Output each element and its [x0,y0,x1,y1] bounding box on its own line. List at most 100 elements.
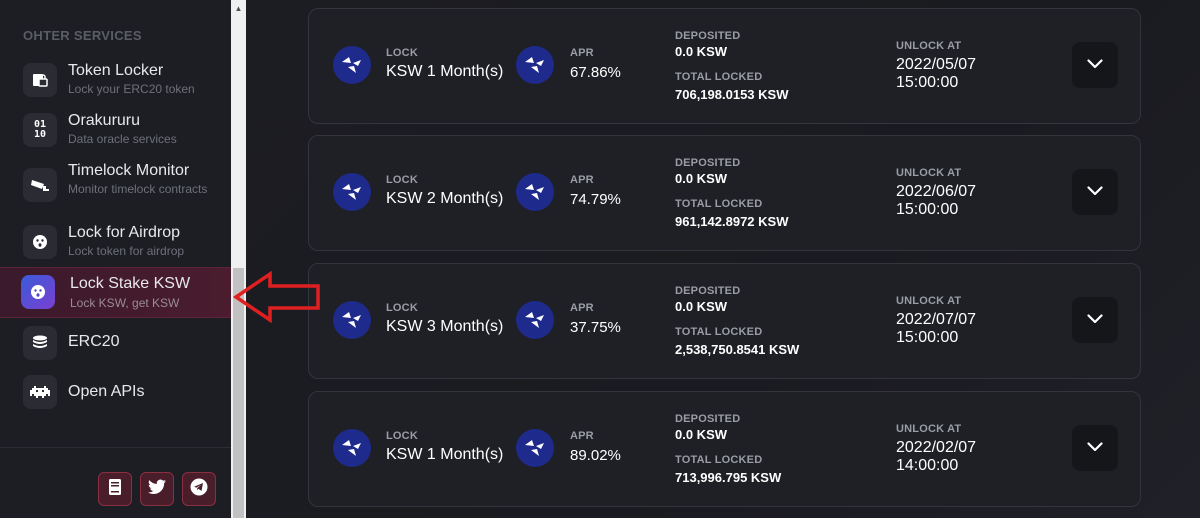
chevron-down-icon [1087,183,1103,201]
deposited-label: DEPOSITED [675,413,741,425]
deposited-label: DEPOSITED [675,30,741,42]
cctv-camera-icon [23,168,57,202]
telegram-icon [190,478,208,501]
twitter-button[interactable] [140,472,174,506]
apr-label: APR [570,174,594,186]
unlock-date: 2022/07/07 [896,311,977,328]
ksw-logo-icon [516,46,554,84]
expand-button[interactable] [1072,42,1118,88]
coin-stack-icon [23,326,57,360]
apr-label: APR [570,302,594,314]
twitter-icon [148,479,166,500]
deposited-value: 0.0 KSW [675,427,728,442]
expand-button[interactable] [1072,169,1118,215]
sidebar-item-lock-for-airdrop[interactable]: Lock for Airdrop Lock token for airdrop [0,222,231,262]
lock-value: KSW 1 Month(s) [386,63,504,80]
total-locked-value: 706,198.0153 KSW [675,87,789,102]
scroll-thumb[interactable] [233,268,244,518]
chevron-down-icon [1087,439,1103,457]
apr-value: 74.79% [570,191,621,208]
apr-value: 37.75% [570,319,621,336]
sidebar-item-label: Orakururu [68,112,141,129]
ksw-logo-icon [333,301,371,339]
airdrop-face-icon [23,225,57,259]
chevron-down-icon [1087,56,1103,74]
deposited-value: 0.0 KSW [675,171,728,186]
book-icon [107,478,123,501]
ksw-logo-icon [516,301,554,339]
deposited-value: 0.0 KSW [675,44,728,59]
sidebar-item-lock-stake-ksw[interactable]: Lock Stake KSW Lock KSW, get KSW [0,267,231,318]
annotation-arrow-icon [232,271,320,323]
unlock-time: 15:00:00 [896,201,959,218]
stake-card: LOCK KSW 1 Month(s) APR 89.02% DEPOSITED… [308,391,1141,507]
sidebar-item-open-apis[interactable]: Open APIs [0,375,231,411]
sidebar-item-subtitle: Data oracle services [68,132,177,146]
sidebar-item-subtitle: Lock KSW, get KSW [70,296,180,310]
scroll-up-arrow-icon[interactable]: ▲ [234,4,243,13]
docs-button[interactable] [98,472,132,506]
apr-label: APR [570,430,594,442]
sidebar-item-label: Lock for Airdrop [68,224,181,241]
ksw-logo-icon [333,173,371,211]
stake-card: LOCK KSW 3 Month(s) APR 37.75% DEPOSITED… [308,263,1141,379]
apr-value: 89.02% [570,447,621,464]
apr-label: APR [570,47,594,59]
ksw-logo-icon [516,173,554,211]
unlock-date: 2022/02/07 [896,439,977,456]
lock-label: LOCK [386,430,418,442]
total-locked-label: TOTAL LOCKED [675,71,763,83]
total-locked-value: 961,142.8972 KSW [675,214,789,229]
sidebar-item-erc20[interactable]: ERC20 [0,325,231,361]
sidebar-item-label: ERC20 [68,333,120,350]
binary-data-icon: 01 10 [23,113,57,147]
sidebar-item-timelock-monitor[interactable]: Timelock Monitor Monitor timelock contra… [0,160,231,212]
deposited-label: DEPOSITED [675,285,741,297]
apr-value: 67.86% [570,64,621,81]
lock-value: KSW 1 Month(s) [386,446,504,463]
unlock-date: 2022/06/07 [896,183,977,200]
sidebar-scrollbar[interactable]: ▲ [231,0,246,518]
expand-button[interactable] [1072,425,1118,471]
stake-card: LOCK KSW 2 Month(s) APR 74.79% DEPOSITED… [308,135,1141,251]
telegram-button[interactable] [182,472,216,506]
unlock-time: 15:00:00 [896,329,959,346]
section-title: OHTER SERVICES [23,28,142,43]
sidebar-item-label: Timelock Monitor [68,162,190,179]
expand-button[interactable] [1072,297,1118,343]
total-locked-label: TOTAL LOCKED [675,326,763,338]
unlock-label: UNLOCK AT [896,295,962,307]
stake-card: LOCK KSW 1 Month(s) APR 67.86% DEPOSITED… [308,8,1141,124]
total-locked-value: 713,996.795 KSW [675,470,782,485]
sidebar-item-label: Lock Stake KSW [70,275,191,292]
ksw-logo-icon [516,429,554,467]
deposited-label: DEPOSITED [675,157,741,169]
sidebar-item-label: Open APIs [68,383,145,400]
lock-label: LOCK [386,174,418,186]
lock-token-icon [23,63,57,97]
total-locked-label: TOTAL LOCKED [675,454,763,466]
unlock-label: UNLOCK AT [896,423,962,435]
chevron-down-icon [1087,311,1103,329]
lock-value: KSW 3 Month(s) [386,318,504,335]
unlock-label: UNLOCK AT [896,167,962,179]
sidebar-divider [0,447,231,448]
sidebar-item-subtitle: Monitor timelock contracts [68,182,208,196]
total-locked-label: TOTAL LOCKED [675,198,763,210]
ksw-logo-icon [333,46,371,84]
sidebar-item-token-locker[interactable]: Token Locker Lock your ERC20 token [0,60,231,100]
ksw-logo-icon [333,429,371,467]
sidebar-item-subtitle: Lock your ERC20 token [68,82,195,96]
lock-label: LOCK [386,302,418,314]
unlock-time: 15:00:00 [896,74,959,91]
space-invader-icon [23,375,57,409]
sidebar-item-orakururu[interactable]: 01 10 Orakururu Data oracle services [0,110,231,150]
unlock-date: 2022/05/07 [896,56,977,73]
deposited-value: 0.0 KSW [675,299,728,314]
sidebar: OHTER SERVICES Token Locker Lock your ER… [0,0,232,518]
sidebar-item-label: Token Locker [68,62,164,79]
lock-value: KSW 2 Month(s) [386,190,504,207]
total-locked-value: 2,538,750.8541 KSW [675,342,800,357]
ksw-face-icon [21,275,55,309]
lock-label: LOCK [386,47,418,59]
